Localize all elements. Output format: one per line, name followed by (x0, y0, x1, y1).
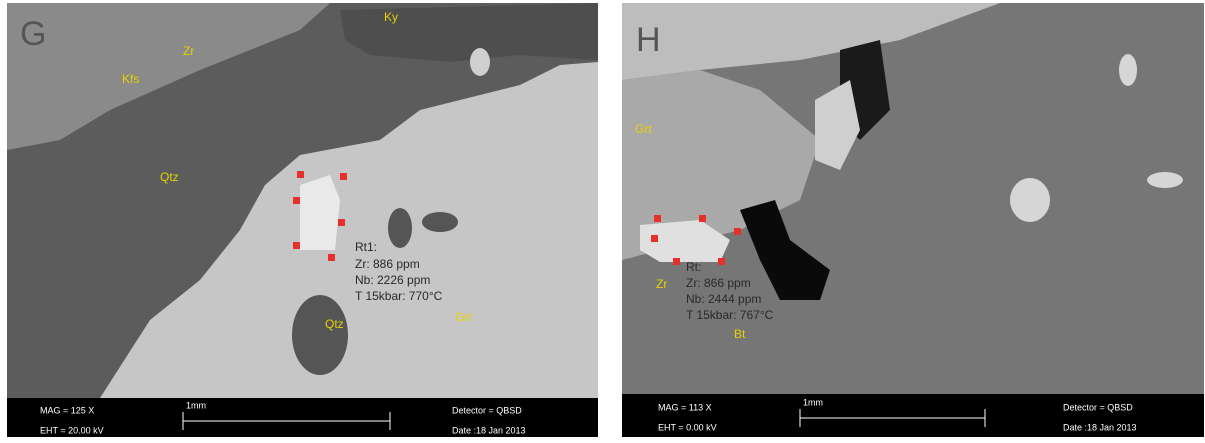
eht-label: EHT = 0.00 kV (658, 422, 717, 432)
rutile-grain (300, 175, 340, 250)
qtz-inclusion (292, 295, 348, 375)
scale-label: 1mm (803, 397, 823, 407)
date-label: Date :18 Jan 2013 (1063, 422, 1137, 432)
detector-label: Detector = QBSD (1063, 402, 1133, 412)
mineral-label: Qtz (160, 170, 179, 184)
grain (470, 48, 490, 76)
analysis-spot (734, 228, 741, 235)
annotation: Zr: 866 ppm (686, 276, 751, 290)
analysis-spot (673, 258, 680, 265)
analysis-spot (651, 235, 658, 242)
analysis-spot (293, 197, 300, 204)
annotation: T 15kbar: 770°C (355, 289, 443, 303)
mineral-label: Grt (455, 310, 472, 324)
detector-label: Detector = QBSD (452, 405, 522, 415)
scale-label: 1mm (186, 400, 206, 410)
analysis-spot (297, 171, 304, 178)
mineral-label: Bt (734, 327, 746, 341)
mineral-label: Qtz (325, 317, 344, 331)
annotation: Zr: 886 ppm (355, 257, 420, 271)
annotation: T 15kbar: 767°C (686, 308, 774, 322)
mag-label: MAG = 113 X (658, 402, 712, 412)
ky-region (340, 3, 598, 62)
inclusion (422, 212, 458, 232)
date-label: Date :18 Jan 2013 (452, 425, 526, 435)
grain (1119, 54, 1137, 86)
mineral-label: Zr (183, 44, 194, 58)
analysis-spot (338, 219, 345, 226)
annotation: Rt: (686, 260, 701, 274)
grain (1010, 178, 1050, 222)
panel-h: H Grt Zr Bt Rt: Zr: 866 ppm Nb: 2444 ppm… (622, 3, 1204, 437)
inclusion (388, 208, 412, 248)
eht-label: EHT = 20.00 kV (40, 425, 104, 435)
analysis-spot (718, 258, 725, 265)
mag-label: MAG = 125 X (40, 405, 94, 415)
analysis-spot (699, 215, 706, 222)
mineral-label: Ky (384, 10, 398, 24)
panel-letter: H (636, 21, 661, 59)
annotation: Rt1: (355, 240, 377, 254)
annotation: Nb: 2444 ppm (686, 292, 761, 306)
analysis-spot (293, 242, 300, 249)
figure: G Zr Ky Kfs Qtz Qtz Grt Rt1: Zr: 886 ppm… (0, 0, 1205, 443)
analysis-spot (340, 173, 347, 180)
analysis-spot (328, 254, 335, 261)
grain (1147, 172, 1183, 188)
panel-letter: G (20, 15, 46, 53)
mineral-label: Grt (635, 122, 652, 136)
mineral-label: Zr (656, 277, 667, 291)
mineral-label: Kfs (122, 72, 139, 86)
annotation: Nb: 2226 ppm (355, 273, 430, 287)
analysis-spot (654, 215, 661, 222)
panel-g: G Zr Ky Kfs Qtz Qtz Grt Rt1: Zr: 886 ppm… (7, 3, 598, 437)
